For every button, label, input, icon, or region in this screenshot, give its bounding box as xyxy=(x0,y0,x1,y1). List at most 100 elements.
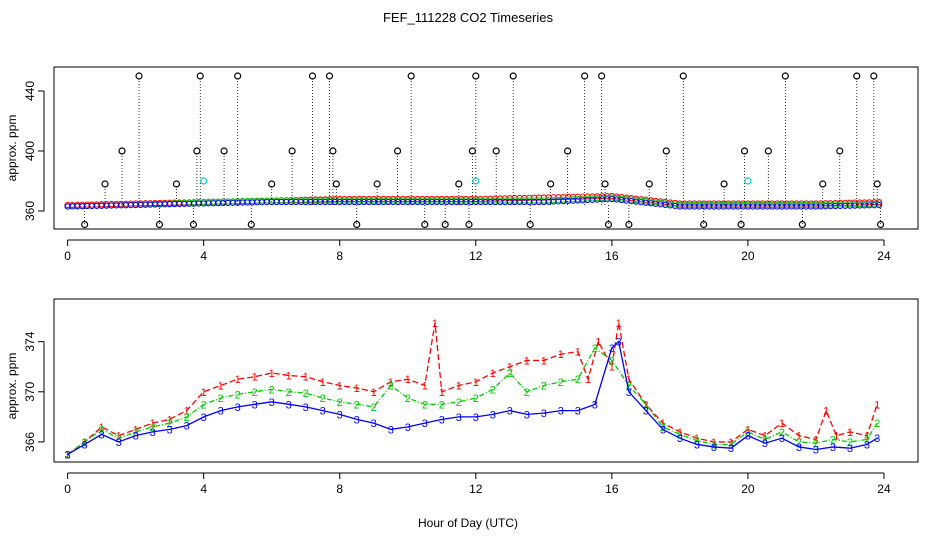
series-3-label: 3 xyxy=(303,402,309,414)
series-3-label: 3 xyxy=(286,399,292,411)
spike-point xyxy=(492,147,500,155)
x-tick-label: 4 xyxy=(200,482,207,496)
series-3-label: 3 xyxy=(847,443,853,455)
spike-point xyxy=(625,220,633,229)
x-tick-label: 0 xyxy=(64,482,71,496)
series-1-line xyxy=(67,322,878,456)
series-2-label: 2 xyxy=(660,422,666,434)
x-tick-label: 16 xyxy=(605,249,619,263)
series-3-label: 3 xyxy=(167,424,173,436)
spike-point xyxy=(234,72,242,80)
series-2-label: 2 xyxy=(456,397,462,409)
series-3-label: 3 xyxy=(65,449,71,461)
series-3-label: 3 xyxy=(626,387,632,399)
series-1-label: 1 xyxy=(388,377,394,389)
series-1-label: 1 xyxy=(456,381,462,393)
top-marks xyxy=(64,72,885,229)
series-3-label: 3 xyxy=(218,406,224,418)
series-3-label: 3 xyxy=(813,444,819,456)
series-1-label: 1 xyxy=(616,318,622,330)
spike-point xyxy=(870,72,878,80)
series-1-label: 1 xyxy=(595,337,601,349)
series-3-label: 3 xyxy=(371,418,377,430)
series-2-label: 2 xyxy=(575,374,581,386)
series-1-label: 1 xyxy=(728,437,734,449)
series-3-label: 3 xyxy=(616,337,622,349)
series-2-label: 2 xyxy=(201,399,207,411)
series-2-label: 2 xyxy=(507,368,513,380)
series-3-label: 3 xyxy=(320,406,326,418)
series-1-label: 1 xyxy=(609,362,615,374)
series-2-label: 2 xyxy=(473,393,479,405)
series-3-label: 3 xyxy=(201,412,207,424)
x-tick-label: 20 xyxy=(741,249,755,263)
x-tick-label: 12 xyxy=(469,482,483,496)
top-x-ticks: 0 4 8 12 16 20 24 xyxy=(64,239,891,263)
series-2-label: 2 xyxy=(82,437,88,449)
series-1-label: 1 xyxy=(82,437,88,449)
series-3-label: 3 xyxy=(830,442,836,454)
series-2-label: 2 xyxy=(286,387,292,399)
series-3-label: 3 xyxy=(694,439,700,451)
spike-point xyxy=(468,147,476,155)
series-1-label: 1 xyxy=(337,381,343,393)
spike-point xyxy=(421,220,429,229)
spike-point xyxy=(645,180,653,188)
spike-point xyxy=(581,72,589,80)
series-3-label: 3 xyxy=(592,399,598,411)
y-tick-label: 360 xyxy=(23,201,37,221)
series-3-label: 3 xyxy=(541,408,547,420)
spike-point xyxy=(441,220,449,229)
series-3-label: 3 xyxy=(660,424,666,436)
spike-point xyxy=(737,220,745,229)
series-1-label: 1 xyxy=(218,381,224,393)
series-1-label: 1 xyxy=(405,374,411,386)
spike-point xyxy=(740,147,749,155)
spike-point xyxy=(526,220,534,229)
spike-point xyxy=(509,72,517,80)
spike-point xyxy=(598,72,606,80)
spike-point xyxy=(332,180,340,188)
series-2-label: 2 xyxy=(235,389,241,401)
series-3-label: 3 xyxy=(711,442,717,454)
series-1-label: 1 xyxy=(626,374,632,386)
series-2-label: 2 xyxy=(847,437,853,449)
x-tick-label: 8 xyxy=(336,249,343,263)
spike-point xyxy=(118,147,126,155)
series-2-label: 2 xyxy=(728,439,734,451)
series-1-label: 1 xyxy=(201,387,207,399)
spike-point xyxy=(679,72,687,80)
x-tick-label: 24 xyxy=(877,482,891,496)
series-1-label: 1 xyxy=(354,383,360,395)
series-1-label: 1 xyxy=(150,418,156,430)
series-1-label: 1 xyxy=(677,427,683,439)
series-2-label: 2 xyxy=(626,381,632,393)
top-panel: approx. ppm 0 4 8 12 16 20 24 360 400 440 xyxy=(5,66,919,263)
y-tick-label: 400 xyxy=(23,141,37,161)
spike-point xyxy=(172,180,181,188)
y-tick-label: 374 xyxy=(23,331,37,351)
series-3-label: 3 xyxy=(609,343,615,355)
series-1-label: 1 xyxy=(439,387,445,399)
series-3-label: 3 xyxy=(762,438,768,450)
spike-point xyxy=(135,72,143,80)
bottom-y-ticks: 366 370 374 xyxy=(23,331,45,452)
series-1-label: 1 xyxy=(320,377,326,389)
series-3-label: 3 xyxy=(874,433,880,445)
series-2-label: 2 xyxy=(354,399,360,411)
series-2-label: 2 xyxy=(779,427,785,439)
series-2-label: 2 xyxy=(830,434,836,446)
spike-point xyxy=(547,180,555,188)
series-2-label: 2 xyxy=(745,427,751,439)
spike-point xyxy=(373,180,381,188)
series-1-label: 1 xyxy=(660,418,666,430)
series-1-label: 1 xyxy=(847,427,853,439)
series-3-label: 3 xyxy=(184,421,190,433)
cyan-point xyxy=(472,177,480,185)
series-1-label: 1 xyxy=(473,377,479,389)
spike-point xyxy=(700,220,708,229)
x-tick-label: 12 xyxy=(469,249,483,263)
spike-point xyxy=(288,147,296,155)
series-2-label: 2 xyxy=(864,434,870,446)
